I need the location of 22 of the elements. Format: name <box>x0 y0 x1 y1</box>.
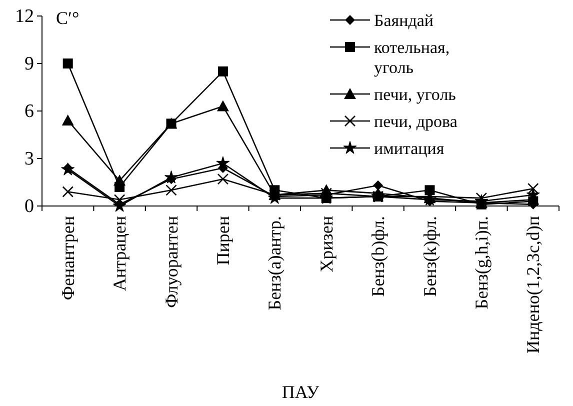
x-tick-label: Хризен <box>316 216 336 272</box>
x-tick-label: Фенантрен <box>58 216 78 300</box>
legend-label: имитация <box>374 139 444 158</box>
x-tick-label: Индено(1,2,3c,d)п <box>523 216 544 354</box>
y-tick-label: 0 <box>24 196 34 217</box>
legend-label: Баяндай <box>374 11 434 30</box>
x-axis-title: ПАУ <box>282 382 320 402</box>
y-tick-label: 9 <box>24 54 34 74</box>
x-tick-label: Пирен <box>212 216 233 266</box>
legend-label: котельная, уголь <box>374 38 450 77</box>
x-tick-label: Бенз(b)фл. <box>368 216 388 297</box>
y-axis-title: C′° <box>56 8 80 28</box>
x-tick-label: Бенз(a)антр. <box>264 216 285 310</box>
x-tick-label: Бенз(g,h,i)п. <box>471 216 492 310</box>
y-tick-label: 3 <box>24 148 34 170</box>
x-tick-label: Флуорантен <box>161 216 182 308</box>
y-tick-label: 6 <box>24 101 34 122</box>
legend-label: печи, уголь <box>374 85 456 104</box>
x-tick-label: Бенз(k)фл. <box>420 216 440 297</box>
x-tick-label: Антрацен <box>110 216 130 291</box>
legend-label: печи, дрова <box>374 112 458 131</box>
y-tick-label: 12 <box>15 6 34 27</box>
